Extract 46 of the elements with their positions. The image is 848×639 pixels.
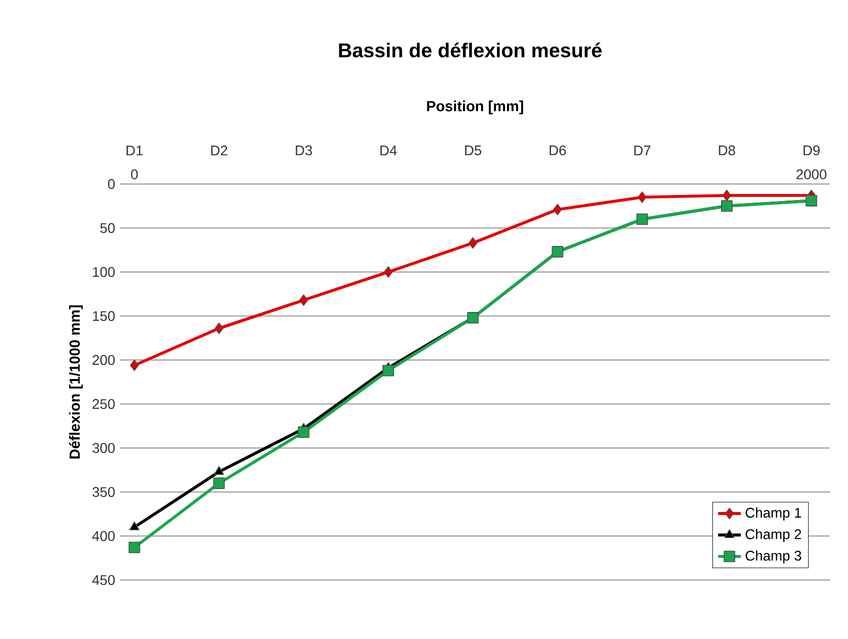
y-tick-label: 100 <box>93 267 115 277</box>
legend-label: Champ 2 <box>746 528 802 542</box>
point <box>722 190 732 202</box>
point <box>299 294 308 306</box>
point <box>214 466 224 475</box>
x-tick-label: D7 <box>634 146 650 156</box>
x-tick-label: D9 <box>804 145 820 156</box>
point <box>382 364 394 376</box>
x-tick-label: D1 <box>126 146 143 156</box>
y-tick-label: 150 <box>93 311 115 321</box>
point <box>214 322 224 334</box>
point <box>552 246 564 258</box>
legend-label: Champ 1 <box>746 507 802 520</box>
y-tick-label: 50 <box>100 223 115 233</box>
point <box>130 360 139 372</box>
point <box>384 266 393 278</box>
y-tick-label: 0 <box>108 179 115 189</box>
point <box>721 200 733 212</box>
point <box>129 521 140 530</box>
point <box>213 477 225 489</box>
x-tick-label: D2 <box>211 146 228 156</box>
point <box>636 213 648 225</box>
y-tick-label: 400 <box>92 531 115 541</box>
legend-label: Champ 3 <box>746 550 802 564</box>
point <box>553 204 562 216</box>
x-tick-label: D8 <box>718 145 736 156</box>
point <box>298 426 310 438</box>
x-tick-label: D4 <box>380 146 397 156</box>
point <box>467 312 479 324</box>
x2-tick-label: 2000 <box>796 169 826 180</box>
point <box>468 237 478 249</box>
y-tick-label: 300 <box>92 443 115 453</box>
y-tick-label: 200 <box>92 355 115 365</box>
x-tick-label: D6 <box>550 145 566 156</box>
x2-tick-label: 0 <box>131 169 138 180</box>
y-tick-label: 250 <box>92 399 115 409</box>
y-tick-label: 350 <box>92 487 115 497</box>
y-tick-label: 450 <box>92 575 115 585</box>
point <box>638 191 647 203</box>
x-tick-label: D3 <box>296 145 312 156</box>
point <box>128 542 140 554</box>
point <box>806 194 818 206</box>
y-axis-title: Déflexion [1/1000 mm] <box>68 305 83 458</box>
x-tick-label: D5 <box>465 146 482 156</box>
x-axis-title: Position [mm] <box>427 100 524 114</box>
chart-title: Bassin de déflexion mesuré <box>339 42 602 58</box>
